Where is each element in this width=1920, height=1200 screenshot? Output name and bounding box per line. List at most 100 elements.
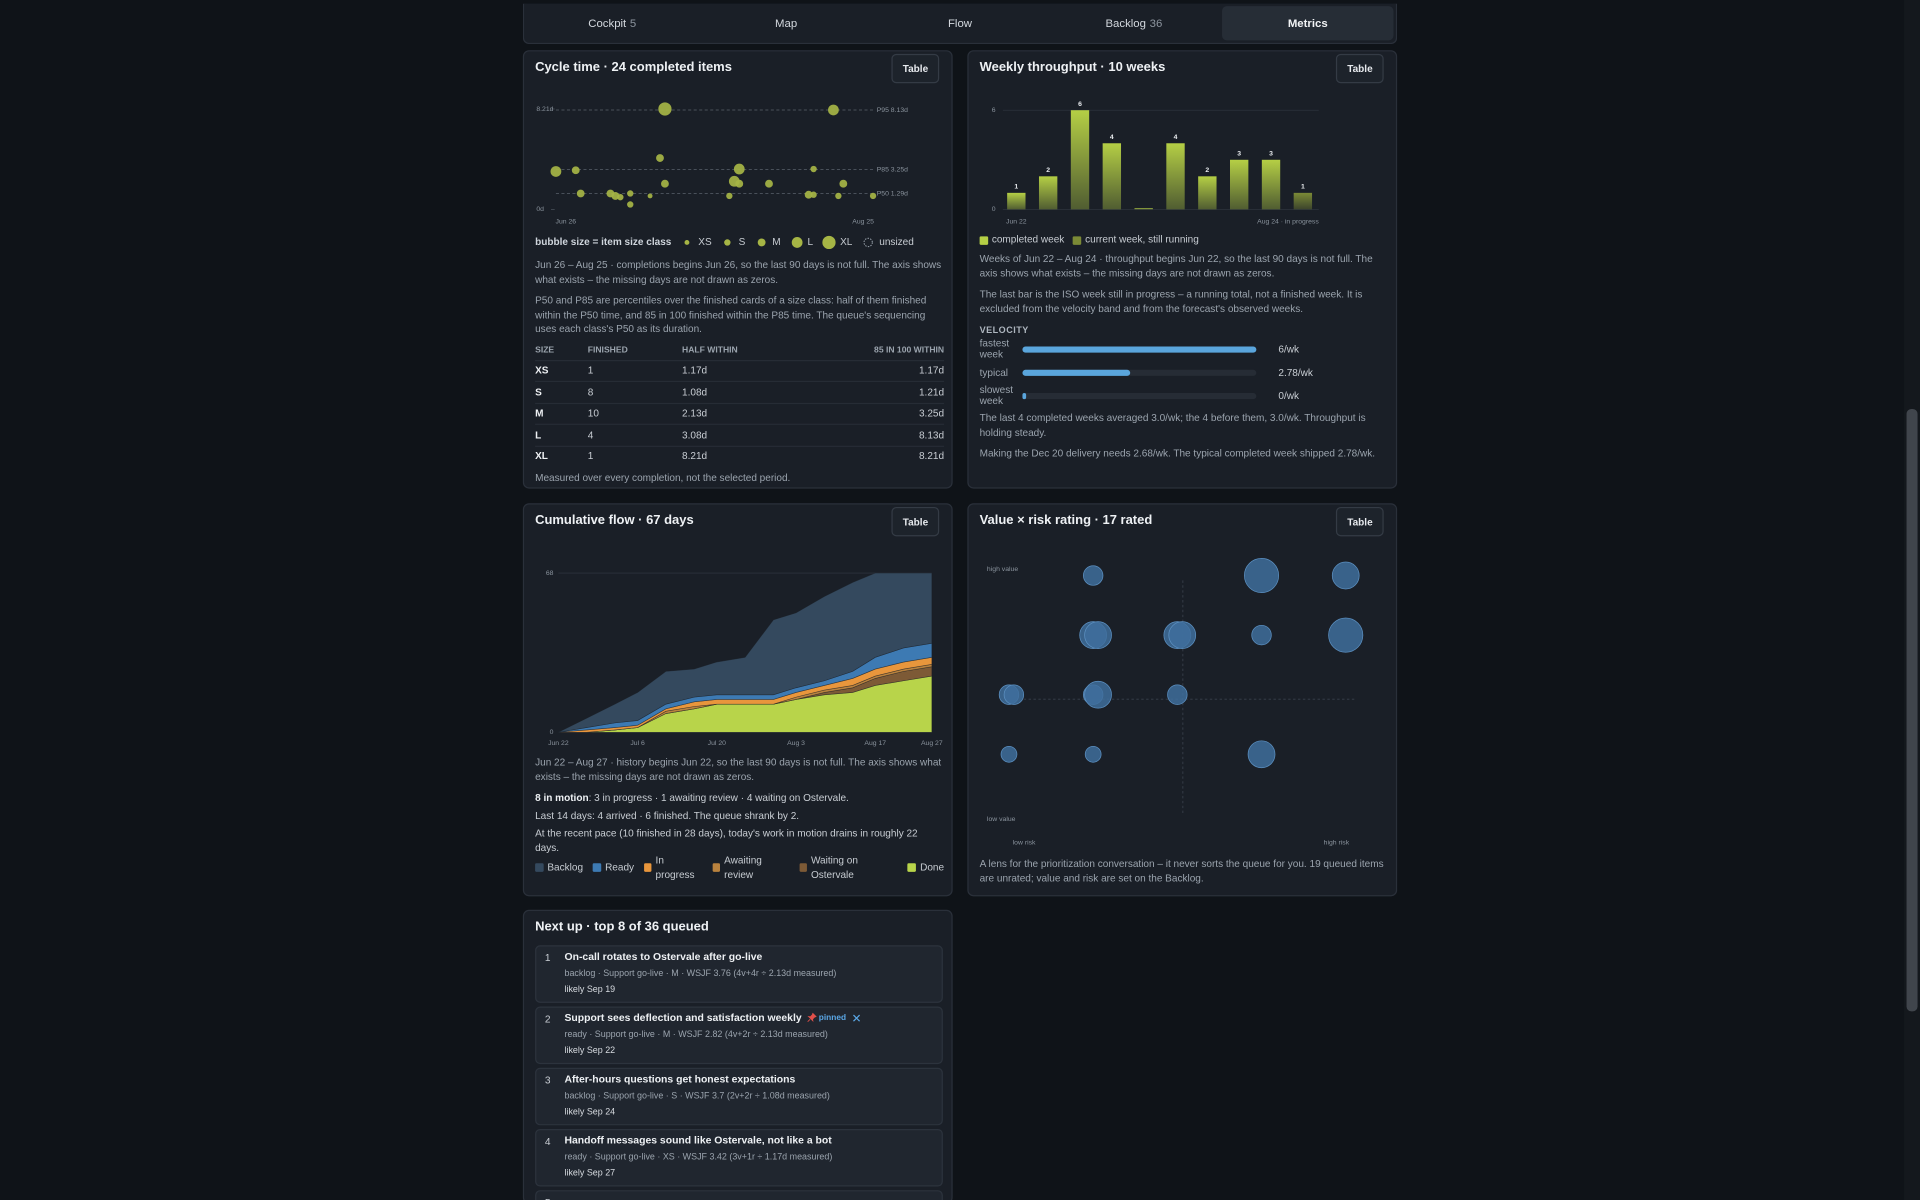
y-tick-label: 68 xyxy=(546,570,554,577)
x-tick-label: Aug 3 xyxy=(787,740,805,747)
cycle-time-chart: 0d 8.21d P95 8.13d P85 3.25d P50 1.29d Jun 26… xyxy=(536,102,908,225)
table-row: XL 1 8.21d 8.21d xyxy=(535,445,945,467)
velocity-bar xyxy=(1022,393,1027,400)
header-cell: SIZE xyxy=(535,346,555,356)
queue-card[interactable]: 1 On-call rotates to Ostervale after go-l… xyxy=(535,945,943,1003)
value-risk-panel: Value × risk rating · 17 rated Table hig… xyxy=(967,503,1398,897)
paragraph: The last bar is the ISO week still in pr… xyxy=(979,289,1363,315)
tab[interactable]: Cockpit 5 xyxy=(527,6,698,40)
legend-bubble xyxy=(724,239,731,246)
bar-value-label: 1 xyxy=(1301,184,1305,191)
table-cell: 8 xyxy=(587,386,594,398)
panel-title: Value × risk rating · 17 rated xyxy=(979,513,1153,528)
note: Making the Dec 20 delivery needs 2.68/wk… xyxy=(979,448,1376,460)
y-tick-label: 8.21d xyxy=(536,106,553,113)
scrollbar-thumb[interactable] xyxy=(1906,408,1918,1012)
unpin-icon[interactable] xyxy=(852,1013,861,1022)
legend-bubble xyxy=(757,238,766,247)
legend-title: bubble size = item size class xyxy=(535,236,672,248)
bubble xyxy=(1331,561,1360,590)
table-row: S 8 1.08d 1.21d xyxy=(535,381,945,402)
legend-marker xyxy=(863,237,873,248)
cumulative-flow-chart: 0 68 Jun 22 Jul 6 Jul 20 Aug 3 Aug 17 Aug 27 xyxy=(546,570,943,747)
card-title-row: Handoff messages sound like Ostervale, n… xyxy=(564,1134,831,1146)
table-button[interactable]: Table xyxy=(891,506,940,537)
table-cell: 2.13d xyxy=(682,408,708,420)
legend-item: Done xyxy=(907,861,944,875)
table-button[interactable]: Table xyxy=(1336,53,1384,84)
tab-label: Metrics xyxy=(1287,17,1328,30)
table-cell: S xyxy=(535,386,542,398)
card-title-row: On-call rotates to Ostervale after go-li… xyxy=(564,950,762,962)
motion-detail: : 3 in progress · 1 awaiting review · 4 … xyxy=(588,792,849,804)
legend-marker xyxy=(822,235,836,250)
table-cell: 1.21d xyxy=(918,386,945,398)
data-point xyxy=(627,201,634,208)
velocity-label: typical xyxy=(979,367,1009,379)
bar-value-label: 6 xyxy=(1078,101,1082,108)
panel-title: Cumulative flow · 67 days xyxy=(535,513,694,528)
legend-swatch xyxy=(799,863,808,872)
queue-card[interactable]: 4 Handoff messages sound like Ostervale, … xyxy=(535,1128,943,1187)
table-button[interactable]: Table xyxy=(1336,506,1384,537)
tab[interactable]: Map xyxy=(700,6,871,40)
velocity-title: VELOCITY xyxy=(979,324,1029,336)
unpin-cross xyxy=(852,1014,860,1022)
card-likely: likely Sep 19 xyxy=(564,983,616,995)
data-point xyxy=(733,163,745,175)
tab-count: 36 xyxy=(1149,17,1163,30)
table-cell: 1 xyxy=(587,451,594,463)
panel-title: Next up · top 8 of 36 queued xyxy=(535,919,709,935)
velocity-track xyxy=(1022,393,1257,400)
legend-marker xyxy=(791,237,802,248)
legend-item: Waiting on Ostervale xyxy=(799,853,898,881)
legend: Backlog Ready In progress Awaiting review Wa… xyxy=(535,855,944,880)
table-row: L 4 3.08d 8.13d xyxy=(535,424,945,445)
queue-card[interactable]: 3 After-hours questions get honest expect… xyxy=(535,1067,943,1126)
bubble xyxy=(1244,558,1280,594)
legend-label: XL xyxy=(840,236,853,248)
pin-badge[interactable]: pinned xyxy=(806,1012,861,1023)
tab[interactable]: Backlog 36 xyxy=(1048,6,1219,40)
legend-item: Ready xyxy=(592,861,634,875)
data-point xyxy=(726,192,733,200)
tab[interactable]: Metrics xyxy=(1222,6,1394,41)
reference-label: P95 8.13d xyxy=(877,107,908,114)
pin-label: pinned xyxy=(818,1013,847,1022)
velocity-row: slowest week 0/wk xyxy=(980,384,1389,407)
table-cell: 1 xyxy=(587,365,594,377)
tab[interactable]: Flow xyxy=(874,6,1045,40)
bar-value-label: 4 xyxy=(1174,134,1178,141)
card-title: After-hours questions get honest expecta… xyxy=(564,1072,796,1085)
card-likely: likely Sep 24 xyxy=(564,1105,616,1117)
data-point xyxy=(869,192,877,200)
card-title-row: Support sees deflection and satisfaction… xyxy=(564,1011,861,1024)
velocity-value: 6/wk xyxy=(1278,344,1299,356)
data-point xyxy=(576,189,585,198)
y-tick-label: 0d xyxy=(536,206,544,213)
queue-card[interactable]: 5 xyxy=(535,1190,943,1200)
velocity-value: 2.78/wk xyxy=(1278,367,1313,379)
table-cell: 1.17d xyxy=(682,365,708,377)
velocity-label: fastest week xyxy=(979,338,1010,361)
legend-swatch xyxy=(535,863,544,872)
bubble xyxy=(1084,680,1112,709)
card-title: On-call rotates to Ostervale after go-li… xyxy=(564,950,763,963)
table-cell: 8.21d xyxy=(918,451,945,463)
legend-item: completed week xyxy=(979,233,1064,247)
axis-label: high risk xyxy=(1324,839,1350,846)
table-cell: 1.17d xyxy=(918,365,945,377)
table-cell: 1.08d xyxy=(682,386,708,398)
velocity-track xyxy=(1022,346,1257,353)
queue-list: 1 On-call rotates to Ostervale after go-l… xyxy=(535,945,943,1200)
legend-item: S xyxy=(720,235,745,250)
legend-item: current week, still running xyxy=(1072,233,1199,247)
pin-shape xyxy=(806,1012,817,1023)
bar xyxy=(1261,159,1281,210)
table-cell: 4 xyxy=(587,429,594,441)
card-meta: backlog · Support go-live · M · WSJF 3.7… xyxy=(564,967,837,979)
bubble xyxy=(1000,745,1018,763)
queue-card[interactable]: 2 Support sees deflection and satisfactio… xyxy=(535,1006,943,1065)
table-button[interactable]: Table xyxy=(891,53,940,84)
